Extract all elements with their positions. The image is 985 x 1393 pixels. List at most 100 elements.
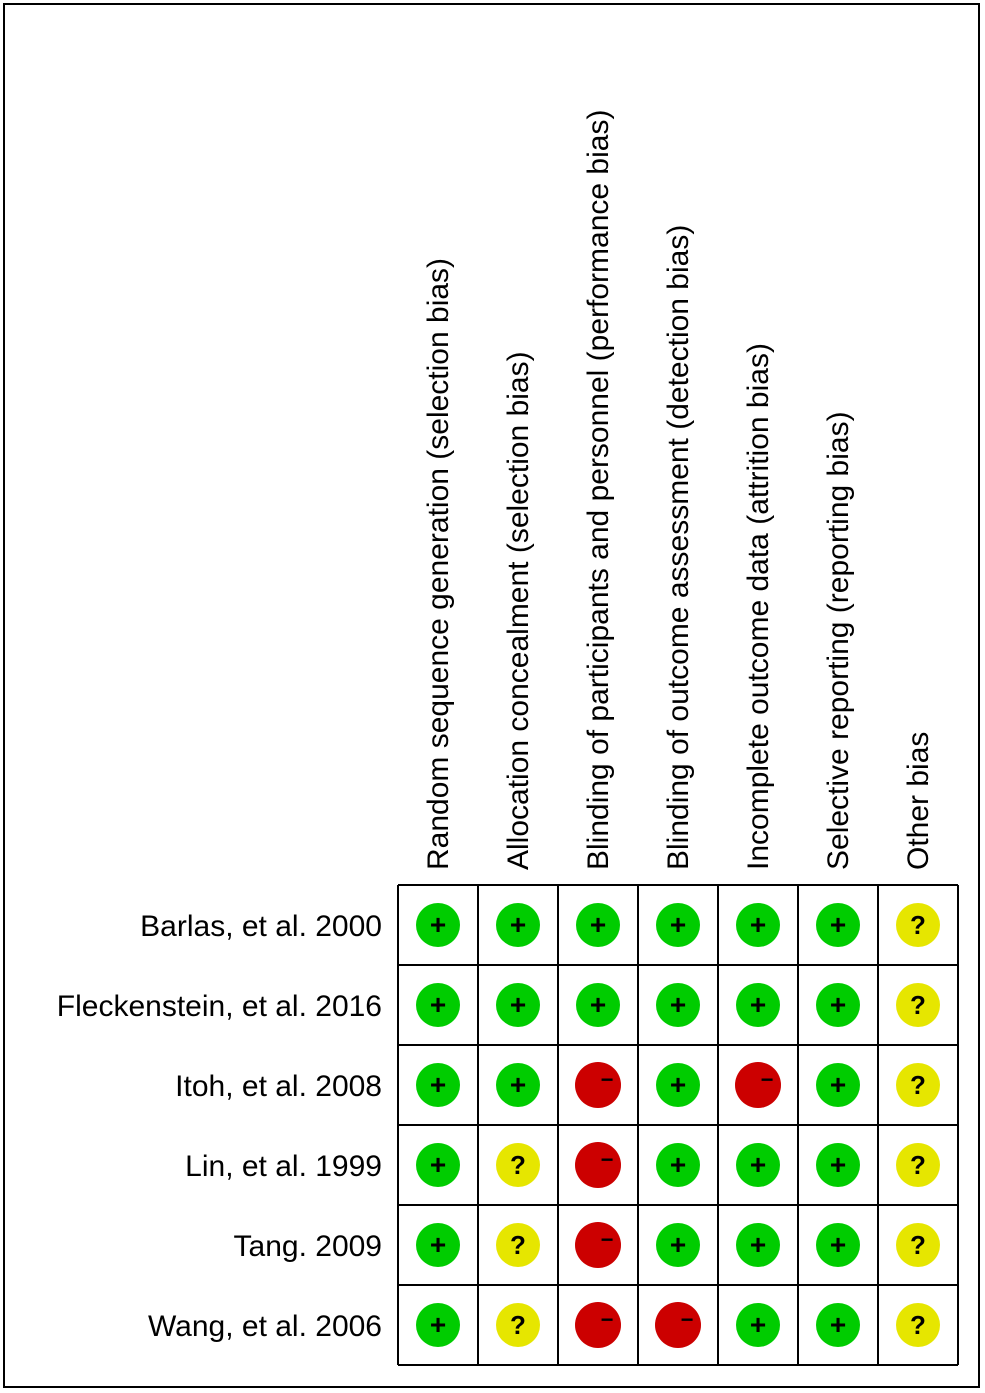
domain-label: Blinding of outcome assessment (detectio… [662, 225, 695, 870]
judgement-symbol: − [601, 1227, 614, 1252]
judgement-symbol: + [830, 1309, 846, 1340]
judgement-symbol: − [601, 1147, 614, 1172]
judgement-symbol: + [830, 909, 846, 940]
domain-label: Incomplete outcome data (attrition bias) [742, 343, 775, 870]
judgement-low-mark [656, 1063, 700, 1107]
judgement-symbol: + [830, 1149, 846, 1180]
domain-label: Random sequence generation (selection bi… [422, 258, 455, 870]
domain-label: Selective reporting (reporting bias) [822, 411, 855, 870]
judgement-low-mark [416, 983, 460, 1027]
judgement-symbol: + [590, 989, 606, 1020]
judgement-symbol: − [681, 1307, 694, 1332]
judgement-low-mark [656, 983, 700, 1027]
judgement-symbol: + [510, 989, 526, 1020]
judgement-symbol: + [670, 1069, 686, 1100]
judgement-symbol: − [761, 1067, 774, 1092]
judgement-symbol: + [510, 1069, 526, 1100]
judgement-symbol: ? [910, 1310, 926, 1340]
judgement-low-mark [816, 903, 860, 947]
judgement-unclear-mark [896, 1143, 940, 1187]
judgement-low-mark [656, 1143, 700, 1187]
judgement-symbol: + [670, 989, 686, 1020]
judgement-unclear-mark [496, 1143, 540, 1187]
judgement-symbol: ? [910, 990, 926, 1020]
judgement-high-mark [655, 1302, 701, 1348]
judgement-low-mark [736, 1303, 780, 1347]
judgement-low-mark [576, 983, 620, 1027]
judgement-symbol: − [601, 1067, 614, 1092]
judgement-low-mark [816, 1303, 860, 1347]
judgement-symbol: + [670, 909, 686, 940]
study-label: Tang. 2009 [234, 1230, 382, 1263]
figure-border [3, 3, 980, 1388]
judgement-unclear-mark [496, 1303, 540, 1347]
judgement-symbol: + [430, 1149, 446, 1180]
domain-labels: Random sequence generation (selection bi… [422, 110, 935, 870]
judgement-symbol: + [430, 1229, 446, 1260]
judgement-symbol: + [590, 909, 606, 940]
judgement-low-mark [576, 903, 620, 947]
judgement-low-mark [736, 1143, 780, 1187]
judgement-low-mark [416, 903, 460, 947]
judgement-symbol: + [430, 989, 446, 1020]
judgement-low-mark [656, 903, 700, 947]
study-labels: Barlas, et al. 2000 Fleckenstein, et al. … [57, 910, 382, 1343]
judgement-symbol: ? [910, 1230, 926, 1260]
judgement-symbol: + [670, 1149, 686, 1180]
judgement-low-mark [416, 1143, 460, 1187]
study-label: Barlas, et al. 2000 [140, 910, 382, 943]
domain-label: Blinding of participants and personnel (… [582, 110, 615, 870]
judgement-symbol: + [830, 1069, 846, 1100]
judgement-symbol: ? [510, 1150, 526, 1180]
judgement-symbol: + [430, 909, 446, 940]
judgement-symbol: + [430, 1069, 446, 1100]
judgement-low-mark [416, 1063, 460, 1107]
judgement-unclear-mark [496, 1223, 540, 1267]
judgement-symbol: + [750, 989, 766, 1020]
domain-label: Allocation concealment (selection bias) [502, 351, 535, 870]
judgement-unclear-mark [896, 983, 940, 1027]
judgement-low-mark [736, 903, 780, 947]
judgement-low-mark [816, 1223, 860, 1267]
judgement-high-mark [575, 1142, 621, 1188]
study-label: Lin, et al. 1999 [185, 1150, 382, 1183]
judgement-symbol: ? [510, 1230, 526, 1260]
judgement-unclear-mark [896, 903, 940, 947]
judgement-symbol: ? [510, 1310, 526, 1340]
judgement-high-mark [575, 1302, 621, 1348]
judgement-unclear-mark [896, 1303, 940, 1347]
judgement-high-mark [575, 1222, 621, 1268]
judgement-symbol: + [750, 1229, 766, 1260]
judgement-symbol: + [830, 1229, 846, 1260]
judgement-unclear-mark [896, 1063, 940, 1107]
judgement-low-mark [496, 903, 540, 947]
judgement-symbol: ? [910, 1070, 926, 1100]
judgement-symbol: ? [910, 1150, 926, 1180]
judgement-low-mark [816, 1143, 860, 1187]
study-label: Wang, et al. 2006 [148, 1310, 382, 1343]
judgement-high-mark [575, 1062, 621, 1108]
judgement-low-mark [496, 1063, 540, 1107]
judgement-symbol: ? [910, 910, 926, 940]
judgement-low-mark [656, 1223, 700, 1267]
judgement-high-mark [735, 1062, 781, 1108]
judgement-symbol: − [601, 1307, 614, 1332]
domain-label: Other bias [902, 732, 935, 870]
judgement-low-mark [496, 983, 540, 1027]
judgement-symbol: + [750, 1309, 766, 1340]
judgement-low-mark [816, 983, 860, 1027]
judgement-symbol: + [670, 1229, 686, 1260]
judgement-symbol: + [830, 989, 846, 1020]
judgement-low-mark [816, 1063, 860, 1107]
judgement-symbol: + [510, 909, 526, 940]
study-label: Itoh, et al. 2008 [175, 1070, 382, 1103]
table-grid [397, 884, 959, 1366]
study-label: Fleckenstein, et al. 2016 [57, 990, 382, 1023]
judgement-low-mark [416, 1303, 460, 1347]
judgement-symbol: + [430, 1309, 446, 1340]
judgement-low-mark [416, 1223, 460, 1267]
judgement-low-mark [736, 1223, 780, 1267]
judgement-symbol: + [750, 909, 766, 940]
judgement-unclear-mark [896, 1223, 940, 1267]
